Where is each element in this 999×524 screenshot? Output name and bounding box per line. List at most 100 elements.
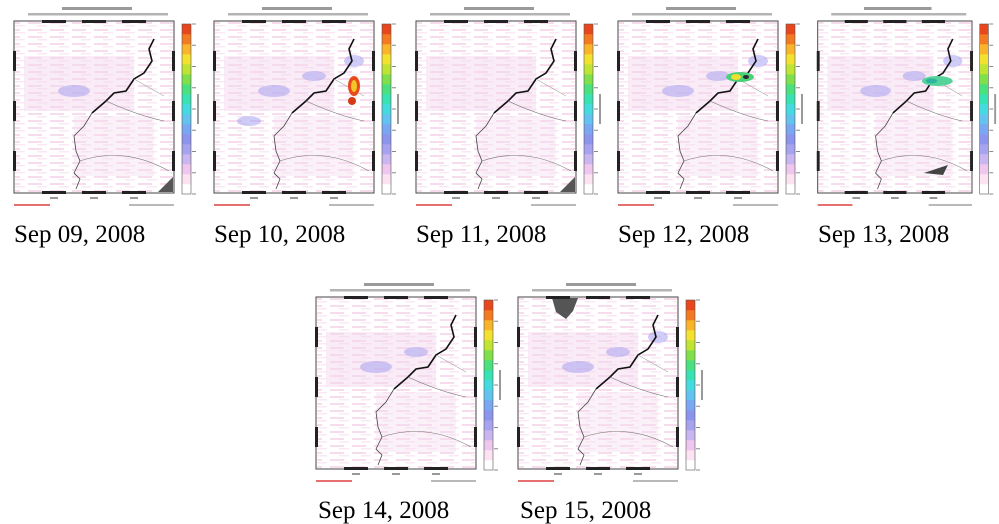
map-figure — [13, 7, 199, 206]
colorbar-segment — [182, 54, 191, 65]
precipitation-field — [619, 22, 777, 192]
colorbar-segment — [182, 114, 191, 125]
axis-tick — [424, 296, 448, 299]
axis-tick — [617, 101, 620, 121]
axis-tick — [242, 20, 266, 23]
country-border — [435, 354, 467, 373]
footnote-left — [817, 204, 853, 206]
axis-tick — [626, 467, 650, 470]
axis-tick — [372, 151, 375, 171]
footnote-right — [129, 204, 174, 206]
axis-tick — [816, 101, 820, 121]
colorbar-tick — [696, 299, 700, 301]
axis-tick — [586, 467, 610, 470]
colorbar-segment — [786, 84, 795, 95]
colorbar-segment — [382, 154, 391, 165]
colorbar-segment — [584, 24, 593, 35]
colorbar-segment — [786, 34, 795, 45]
rain-cluster — [237, 116, 261, 126]
no-data-patch — [158, 177, 173, 192]
colorbar-tick — [392, 172, 396, 174]
axis-tick — [617, 151, 620, 171]
colorbar-tick — [392, 23, 396, 25]
figure-title — [62, 7, 132, 10]
axis-tick — [172, 101, 175, 121]
colorbar-segment — [786, 74, 795, 85]
light-rain-area — [528, 332, 638, 387]
colorbar-segment — [484, 450, 493, 461]
light-rain-area — [678, 116, 758, 176]
colorbar-tick — [989, 44, 994, 46]
colorbar-tick — [494, 405, 498, 407]
colorbar-segment — [979, 144, 989, 155]
colorbar-segment — [686, 460, 695, 471]
precipitation-field — [317, 298, 475, 468]
colorbar-label — [197, 94, 199, 124]
rain-cluster — [902, 71, 926, 81]
precipitation-field — [818, 22, 972, 192]
colorbar-segment — [979, 64, 989, 75]
colorbar-segment — [979, 54, 989, 65]
axis-tick — [372, 101, 375, 121]
axis-tick — [676, 377, 679, 397]
tick-label — [594, 473, 602, 475]
colorbar-segment — [182, 154, 191, 165]
tick-label — [130, 197, 138, 199]
colorbar-frame — [685, 299, 696, 471]
heavy-rain-core — [731, 74, 741, 80]
map-panel — [6, 6, 202, 214]
axis-tick — [213, 51, 216, 71]
colorbar-segment — [584, 134, 593, 145]
map-panel — [810, 6, 999, 214]
axis-tick — [776, 151, 779, 171]
tick-label — [492, 197, 500, 199]
axis-tick — [13, 151, 16, 171]
colorbar-tick — [989, 193, 994, 195]
colorbar-segment — [382, 94, 391, 105]
coastline — [375, 388, 395, 466]
colorbar-tick — [796, 108, 800, 110]
colorbar-segment — [382, 84, 391, 95]
tick-label — [891, 197, 899, 199]
coastline — [273, 112, 293, 190]
colorbar-tick — [796, 129, 800, 131]
country-border — [279, 155, 370, 172]
colorbar-segment — [786, 164, 795, 175]
axis-tick — [776, 101, 779, 121]
colorbar-tick — [192, 129, 196, 131]
precipitation-field — [519, 298, 677, 468]
colorbar-segment — [182, 84, 191, 95]
axis-tick — [844, 20, 868, 23]
map-figure — [213, 7, 399, 206]
colorbar-segment — [182, 64, 191, 75]
axis-tick — [315, 327, 318, 347]
colorbar-segment — [484, 360, 493, 371]
colorbar-tick — [392, 87, 396, 89]
country-border — [507, 100, 567, 122]
figure-subtitle — [228, 13, 368, 16]
colorbar-segment — [382, 64, 391, 75]
rain-cluster — [662, 85, 694, 97]
colorbar-segment — [786, 94, 795, 105]
country-border — [709, 100, 769, 122]
colorbar-segment — [584, 124, 593, 135]
colorbar-tick — [192, 151, 196, 152]
colorbar-tick — [192, 66, 196, 67]
axis-tick — [626, 296, 650, 299]
panel-date-caption: Sep 09, 2008 — [14, 221, 146, 248]
map-figure — [517, 283, 703, 482]
colorbar-tick — [494, 384, 498, 386]
colorbar-label — [701, 370, 703, 400]
colorbar-segment — [484, 300, 493, 311]
colorbar-segment — [686, 390, 695, 401]
colorbar-tick — [594, 151, 598, 152]
colorbar-tick — [989, 87, 994, 89]
colorbar-segment — [786, 134, 795, 145]
colorbar-label — [599, 94, 601, 124]
colorbar-tick — [696, 363, 700, 365]
axis-tick — [424, 467, 448, 470]
colorbar-segment — [484, 400, 493, 411]
axis-tick — [344, 467, 368, 470]
colorbar-segment — [686, 320, 695, 331]
colorbar-tick — [494, 448, 498, 450]
